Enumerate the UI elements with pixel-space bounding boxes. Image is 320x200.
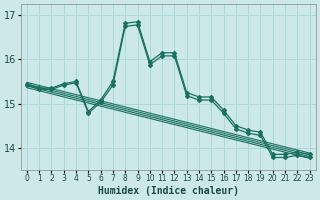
X-axis label: Humidex (Indice chaleur): Humidex (Indice chaleur): [98, 186, 239, 196]
